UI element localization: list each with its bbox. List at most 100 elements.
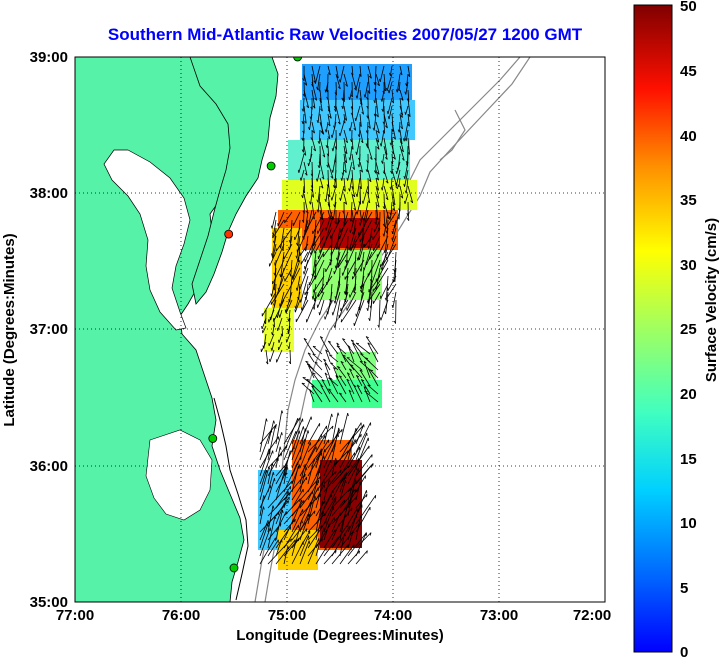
velocity-vector: [285, 299, 293, 314]
velocity-vector: [308, 365, 315, 379]
velocity-vector: [383, 113, 388, 129]
velocity-vector: [323, 430, 340, 461]
velocity-vector-head: [408, 114, 411, 118]
velocity-vector: [383, 193, 385, 209]
velocity-vector: [367, 193, 371, 203]
velocity-vector-head: [367, 200, 371, 204]
velocity-vector: [392, 219, 397, 234]
velocity-vector: [372, 291, 381, 304]
velocity-vector-head: [347, 544, 349, 548]
velocity-vector: [302, 185, 305, 199]
velocity-vector-head: [397, 88, 400, 92]
velocity-vector-head: [298, 465, 300, 469]
velocity-vector-head: [303, 426, 305, 430]
velocity-vector: [332, 153, 337, 173]
velocity-vector: [299, 442, 311, 469]
velocity-vector: [299, 428, 306, 453]
velocity-vector-head: [346, 378, 350, 382]
velocity-vector: [347, 345, 355, 363]
velocity-vector-head: [379, 78, 381, 82]
velocity-vector-head: [301, 382, 305, 385]
velocity-vector: [311, 385, 323, 403]
velocity-vector: [350, 339, 363, 355]
velocity-vector: [331, 457, 336, 477]
velocity-vector-head: [356, 257, 359, 261]
velocity-vector: [358, 153, 361, 168]
velocity-vector-head: [338, 314, 340, 318]
velocity-vector-head: [385, 180, 389, 184]
velocity-vector: [281, 325, 283, 337]
velocity-vector: [275, 539, 296, 565]
velocity-vector-head: [370, 281, 372, 285]
velocity-vector-head: [282, 509, 284, 514]
velocity-vector-head: [281, 539, 283, 543]
velocity-vector-head: [395, 186, 398, 189]
velocity-vector-head: [406, 217, 410, 221]
velocity-vector: [279, 309, 283, 318]
velocity-vector-head: [361, 111, 364, 115]
velocity-vector-head: [289, 450, 292, 454]
velocity-vector: [354, 275, 357, 294]
velocity-vector: [319, 97, 323, 112]
velocity-vector-head: [369, 157, 373, 160]
velocity-vector: [325, 121, 329, 133]
velocity-vector: [382, 153, 385, 164]
velocity-vector: [307, 482, 318, 517]
velocity-vector: [364, 235, 373, 248]
velocity-vector: [274, 243, 285, 266]
velocity-vector: [259, 495, 265, 517]
velocity-vector: [275, 410, 283, 445]
velocity-vector-head: [356, 374, 360, 378]
velocity-vector-head: [329, 115, 332, 119]
velocity-vector-head: [319, 476, 321, 480]
velocity-vector: [323, 529, 336, 549]
velocity-vector: [331, 412, 339, 445]
velocity-vector-head: [316, 178, 318, 182]
velocity-vector: [289, 349, 291, 364]
velocity-vector: [284, 211, 293, 224]
velocity-vector: [355, 463, 374, 485]
velocity-vector-head: [363, 267, 365, 271]
velocity-vector: [265, 349, 269, 365]
velocity-vector-head: [330, 134, 333, 138]
velocity-vector-head: [320, 336, 324, 339]
velocity-vector: [307, 525, 323, 541]
velocity-vector: [393, 259, 397, 283]
velocity-vector-head: [354, 118, 357, 122]
velocity-vector-head: [296, 242, 298, 246]
velocity-vector: [353, 299, 365, 326]
velocity-vector-head: [355, 86, 357, 90]
velocity-vector: [339, 475, 346, 493]
velocity-vector: [375, 193, 380, 208]
velocity-vector-head: [344, 117, 347, 121]
velocity-vector: [347, 508, 358, 525]
velocity-vectors: [259, 65, 414, 565]
velocity-vector: [291, 528, 308, 549]
velocity-vector: [305, 360, 315, 371]
velocity-vector-head: [376, 146, 380, 150]
velocity-vector-head: [288, 239, 291, 244]
velocity-vector-head: [382, 223, 386, 227]
velocity-vector-head: [335, 550, 337, 554]
velocity-vector: [361, 267, 373, 289]
velocity-vector: [327, 113, 331, 127]
x-tick-label: 73:00: [480, 607, 518, 624]
velocity-vector: [399, 145, 405, 161]
velocity-vector: [311, 65, 316, 84]
velocity-vector: [339, 533, 345, 557]
velocity-vector-head: [386, 87, 388, 91]
y-axis: 39:00 38:00 37:00 36:00 35:00 Latitude (…: [1, 49, 68, 611]
velocity-vector-head: [390, 170, 393, 174]
velocity-vector-head: [313, 458, 316, 462]
colorbar-gradient: [633, 4, 673, 653]
velocity-vector-head: [305, 467, 308, 471]
velocity-vector-head: [376, 171, 380, 175]
velocity-vector: [339, 413, 349, 445]
velocity-vector: [327, 201, 333, 220]
velocity-vector: [343, 105, 347, 121]
velocity-vector: [317, 275, 333, 297]
velocity-vector: [380, 129, 385, 147]
velocity-vector: [347, 514, 357, 541]
velocity-vector-head: [368, 368, 372, 371]
